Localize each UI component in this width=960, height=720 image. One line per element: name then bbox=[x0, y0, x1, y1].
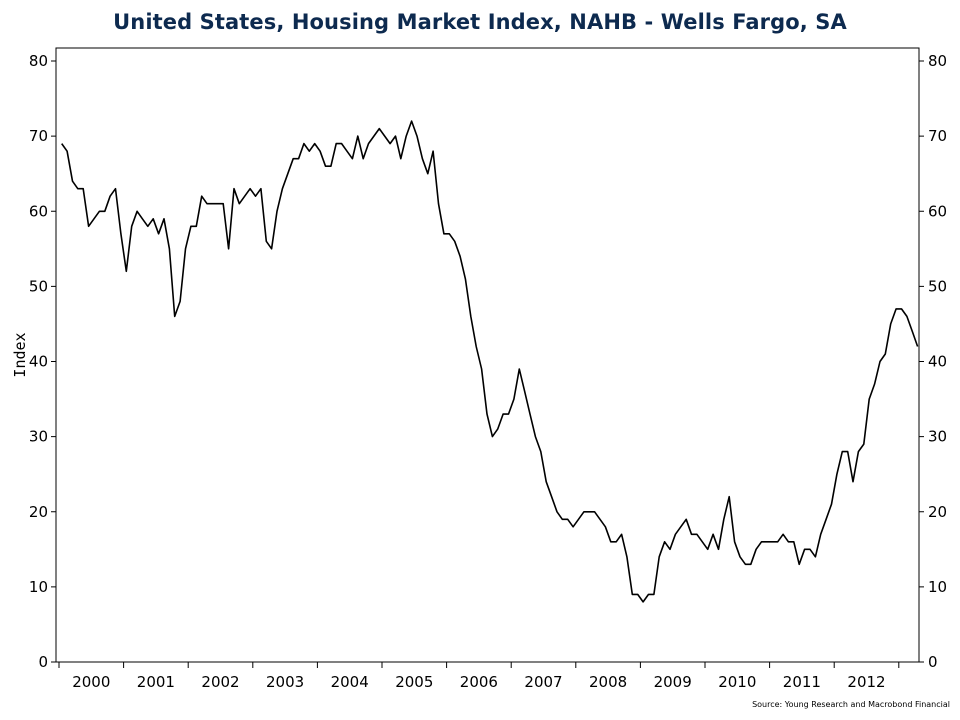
x-tick-label: 2002 bbox=[201, 673, 239, 691]
chart-title: United States, Housing Market Index, NAH… bbox=[113, 10, 847, 34]
y-tick-label-right: 20 bbox=[928, 503, 947, 521]
y-tick-label-right: 70 bbox=[928, 127, 947, 145]
plot-frame bbox=[55, 47, 920, 663]
y-tick-label-left: 10 bbox=[29, 578, 48, 596]
y-tick-label-right: 60 bbox=[928, 202, 947, 220]
y-tick-label-left: 20 bbox=[29, 503, 48, 521]
y-tick-label-right: 40 bbox=[928, 353, 947, 371]
x-tick-label: 2012 bbox=[847, 673, 885, 691]
y-tick-label-left: 80 bbox=[29, 52, 48, 70]
y-tick-label-right: 10 bbox=[928, 578, 947, 596]
y-tick-label-left: 50 bbox=[29, 277, 48, 295]
x-tick-label: 2001 bbox=[137, 673, 175, 691]
x-tick-label: 2005 bbox=[395, 673, 433, 691]
x-tick-label: 2003 bbox=[266, 673, 304, 691]
x-tick-label: 2010 bbox=[718, 673, 756, 691]
x-tick-label: 2009 bbox=[654, 673, 692, 691]
x-tick-label: 2008 bbox=[589, 673, 627, 691]
x-tick-label: 2007 bbox=[524, 673, 562, 691]
y-tick-label-right: 80 bbox=[928, 52, 947, 70]
x-tick-label: 2006 bbox=[460, 673, 498, 691]
y-tick-label-right: 0 bbox=[928, 653, 938, 671]
y-tick-label-left: 30 bbox=[29, 428, 48, 446]
y-tick-label-right: 30 bbox=[928, 428, 947, 446]
source-note: Source: Young Research and Macrobond Fin… bbox=[752, 700, 950, 709]
y-axis-title: Index bbox=[11, 332, 29, 377]
y-tick-label-left: 0 bbox=[38, 653, 48, 671]
x-tick-label: 2000 bbox=[72, 673, 110, 691]
x-tick-label: 2004 bbox=[331, 673, 369, 691]
series-line bbox=[61, 120, 919, 603]
y-tick-label-left: 60 bbox=[29, 202, 48, 220]
y-tick-label-left: 70 bbox=[29, 127, 48, 145]
y-tick-label-left: 40 bbox=[29, 353, 48, 371]
y-tick-label-right: 50 bbox=[928, 277, 947, 295]
x-tick-label: 2011 bbox=[783, 673, 821, 691]
